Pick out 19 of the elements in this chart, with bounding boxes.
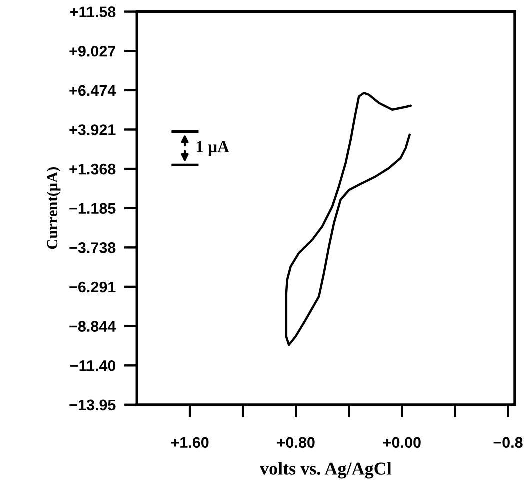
y-tick-label: +11.58 [70, 6, 116, 18]
y-tick-label: −3.738 [70, 242, 116, 254]
y-tick-label: −1.185 [70, 203, 116, 214]
x-tick-label: +1.60 [171, 437, 209, 448]
y-tick-label: +1.368 [70, 164, 116, 175]
y-tick-label: −11.40 [70, 360, 116, 372]
y-tick-label: +6.474 [70, 85, 116, 96]
x-tick-label: +0.00 [384, 437, 421, 448]
x-tick-label: +0.80 [277, 437, 315, 448]
line-series [285, 92, 412, 346]
y-axis-title: Current(μA) [46, 168, 61, 250]
x-axis-title: volts vs. Ag/AgCl [260, 462, 392, 479]
x-tick-label: −0.8 [494, 437, 523, 448]
y-tick-label: −13.95 [70, 400, 116, 411]
y-tick-label: +3.921 [70, 124, 116, 136]
annotation: 1 μA [196, 141, 230, 156]
y-tick-label: −8.844 [70, 321, 116, 332]
y-tick-label: +9.027 [70, 46, 116, 57]
y-tick-label: −6.291 [70, 282, 116, 293]
